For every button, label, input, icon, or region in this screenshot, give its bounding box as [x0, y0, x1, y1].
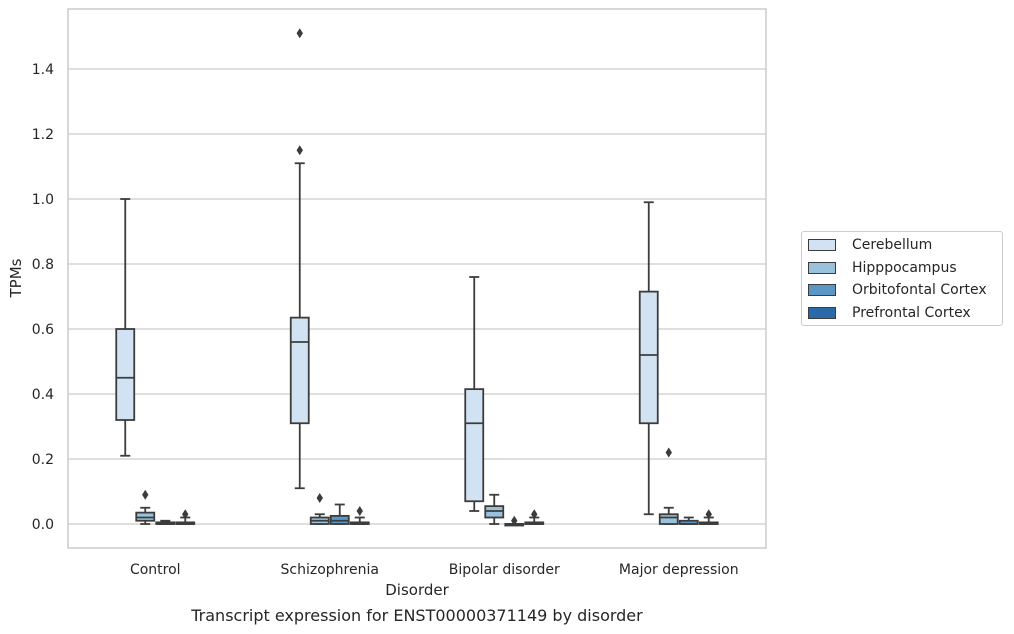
y-tick-label: 1.0	[32, 192, 54, 208]
plot-frame	[67, 8, 767, 549]
legend-label-prefrontal: Prefrontal Cortex	[852, 305, 971, 321]
box-3-3	[698, 509, 719, 525]
outlier-point	[296, 28, 303, 39]
y-tick-label: 0.2	[32, 452, 54, 468]
box-3-2	[524, 509, 545, 525]
outlier-point	[705, 509, 712, 520]
legend-item-cerebellum: Cerebellum	[808, 235, 932, 255]
legend: Cerebellum Hipppocampus Orbitofontal Cor…	[801, 231, 1003, 326]
y-tick-label: 0.6	[32, 322, 54, 338]
x-tick-labels: Control Schizophrenia Bipolar disorder Majo…	[130, 562, 739, 578]
x-axis-label: Disorder	[385, 581, 449, 599]
legend-swatch-hippocampus	[808, 262, 836, 274]
y-axis-label: TPMs	[7, 258, 25, 298]
y-tick-label: 0.4	[32, 387, 54, 403]
legend-label-hippocampus: Hipppocampus	[852, 260, 957, 276]
legend-swatch-prefrontal	[808, 307, 836, 319]
outlier-point	[316, 493, 323, 503]
box-0-2	[464, 276, 485, 512]
outlier-point	[356, 506, 363, 516]
outlier-point	[296, 145, 303, 156]
box-iqr	[289, 316, 310, 425]
box-2-2	[504, 515, 525, 527]
legend-item-prefrontal: Prefrontal Cortex	[808, 303, 971, 323]
chart-caption: Transcript expression for ENST0000037114…	[191, 606, 643, 625]
outlier-point	[182, 509, 189, 520]
legend-label-cerebellum: Cerebellum	[852, 237, 933, 253]
box-iqr	[638, 290, 659, 425]
outlier-point	[142, 489, 149, 500]
legend-item-hippocampus: Hipppocampus	[808, 258, 957, 278]
box-2-1	[329, 503, 350, 525]
y-tick-label: 1.4	[32, 62, 54, 78]
box-2-0	[155, 519, 176, 525]
y-tick-label: 1.2	[32, 127, 54, 143]
box-3-1	[349, 506, 370, 525]
y-tick-labels: 0.0 0.2 0.4 0.6 0.8 1.0 1.2 1.4	[32, 62, 54, 533]
legend-swatch-cerebellum	[808, 239, 836, 251]
gridlines	[68, 68, 766, 525]
box-1-0	[135, 489, 156, 525]
x-tick-label: Control	[130, 562, 181, 578]
box-1-1	[309, 493, 330, 525]
box-iqr	[115, 328, 136, 421]
box-iqr	[464, 388, 485, 503]
outlier-point	[511, 515, 518, 526]
outlier-point	[531, 509, 538, 520]
legend-swatch-orbitofrontal	[808, 284, 836, 296]
x-tick-label: Bipolar disorder	[449, 562, 560, 578]
y-tick-label: 0.8	[32, 257, 54, 273]
x-tick-label: Schizophrenia	[281, 562, 379, 578]
legend-label-orbitofrontal: Orbitofontal Cortex	[852, 282, 987, 298]
box-2-3	[678, 516, 699, 525]
box-0-3	[638, 201, 659, 516]
box-1-2	[484, 493, 505, 525]
x-tick-label: Major depression	[619, 562, 739, 578]
box-1-3	[658, 447, 679, 525]
outlier-point	[665, 447, 672, 458]
box-0-0	[115, 198, 136, 457]
box-0-1	[289, 28, 310, 490]
box-iqr	[658, 513, 679, 525]
boxes	[115, 28, 719, 527]
box-3-0	[175, 509, 196, 525]
y-tick-label: 0.0	[32, 517, 54, 533]
legend-item-orbitofrontal: Orbitofontal Cortex	[808, 280, 987, 300]
